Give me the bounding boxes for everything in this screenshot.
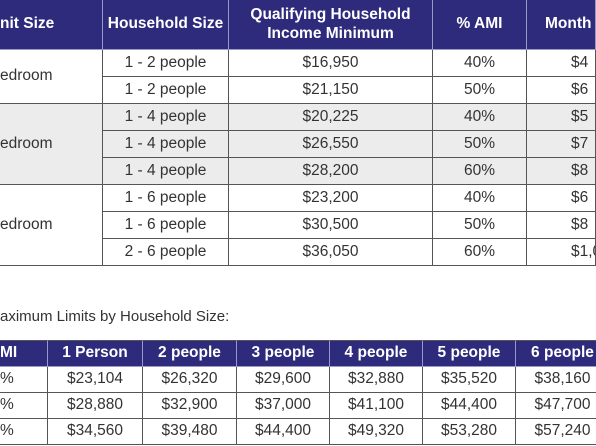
- data-cell: %: [0, 393, 48, 419]
- data-cell: %: [0, 419, 48, 445]
- data-cell: $29,600: [237, 367, 330, 393]
- data-cell: $26,550: [229, 131, 433, 158]
- data-cell: $36,050: [229, 239, 433, 266]
- data-cell: $6: [527, 185, 596, 212]
- caption: aximum Limits by Household Size:: [0, 308, 230, 325]
- header-cell: 5 people: [423, 340, 516, 367]
- data-cell: $53,280: [423, 419, 516, 445]
- header-cell: nit Size: [0, 0, 103, 50]
- header-cell: 4 people: [330, 340, 423, 367]
- data-cell: $28,200: [229, 158, 433, 185]
- header-cell: 3 people: [237, 340, 330, 367]
- data-cell: %: [0, 367, 48, 393]
- data-cell: $26,320: [143, 367, 237, 393]
- data-cell: 40%: [433, 185, 527, 212]
- data-cell: $44,400: [237, 419, 330, 445]
- unit-cell: edroom: [0, 50, 103, 104]
- data-cell: 60%: [433, 158, 527, 185]
- data-cell: $21,150: [229, 77, 433, 104]
- unit-cell: edroom: [0, 185, 103, 266]
- header-cell: % AMI: [433, 0, 527, 50]
- data-cell: $37,000: [237, 393, 330, 419]
- header-cell: MI: [0, 340, 48, 367]
- data-cell: 40%: [433, 50, 527, 77]
- data-cell: $5: [527, 104, 596, 131]
- data-cell: $23,200: [229, 185, 433, 212]
- data-cell: $28,880: [48, 393, 143, 419]
- data-cell: 1 - 4 people: [103, 158, 229, 185]
- data-cell: $1,0: [527, 239, 596, 266]
- header-cell: 1 Person: [48, 340, 143, 367]
- data-cell: 1 - 2 people: [103, 50, 229, 77]
- data-cell: $23,104: [48, 367, 143, 393]
- data-cell: 50%: [433, 212, 527, 239]
- data-cell: 1 - 4 people: [103, 131, 229, 158]
- header-cell: Household Size: [103, 0, 229, 50]
- data-cell: 50%: [433, 77, 527, 104]
- data-cell: $8: [527, 158, 596, 185]
- data-cell: $7: [527, 131, 596, 158]
- data-cell: $20,225: [229, 104, 433, 131]
- data-cell: $41,100: [330, 393, 423, 419]
- header-cell: 2 people: [143, 340, 237, 367]
- data-cell: 1 - 4 people: [103, 104, 229, 131]
- data-cell: $6: [527, 77, 596, 104]
- data-cell: 2 - 6 people: [103, 239, 229, 266]
- header-cell: Qualifying Household Income Minimum: [229, 0, 433, 50]
- data-cell: $44,400: [423, 393, 516, 419]
- data-cell: $34,560: [48, 419, 143, 445]
- data-cell: $39,480: [143, 419, 237, 445]
- data-cell: 60%: [433, 239, 527, 266]
- data-cell: $16,950: [229, 50, 433, 77]
- data-cell: 1 - 2 people: [103, 77, 229, 104]
- data-cell: $57,240: [516, 419, 596, 445]
- data-cell: $30,500: [229, 212, 433, 239]
- data-cell: 40%: [433, 104, 527, 131]
- data-cell: $47,700: [516, 393, 596, 419]
- data-cell: $4: [527, 50, 596, 77]
- header-cell: 6 people: [516, 340, 596, 367]
- data-cell: $8: [527, 212, 596, 239]
- data-cell: 1 - 6 people: [103, 212, 229, 239]
- data-cell: $32,880: [330, 367, 423, 393]
- unit-cell: edroom: [0, 104, 103, 185]
- data-cell: $38,160: [516, 367, 596, 393]
- data-cell: $35,520: [423, 367, 516, 393]
- data-cell: 50%: [433, 131, 527, 158]
- data-cell: $32,900: [143, 393, 237, 419]
- data-cell: 1 - 6 people: [103, 185, 229, 212]
- header-cell: Month: [527, 0, 596, 50]
- data-cell: $49,320: [330, 419, 423, 445]
